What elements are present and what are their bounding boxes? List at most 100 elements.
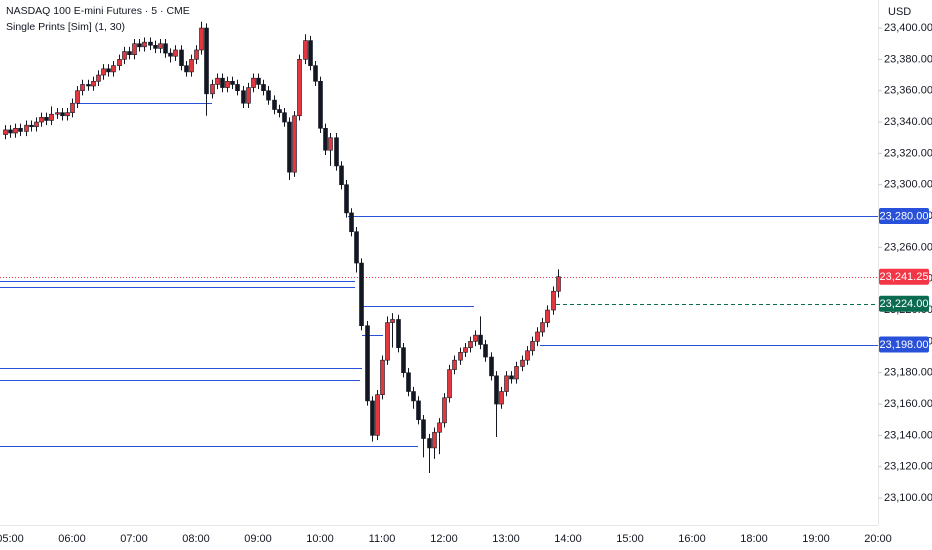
x-tick-label: 19:00 [802, 533, 830, 545]
candle-body [328, 137, 333, 151]
candle-body [65, 112, 70, 117]
candle-body [282, 112, 287, 123]
x-tick-label: 15:00 [616, 533, 644, 545]
candle-body [39, 117, 44, 123]
candle-body [499, 391, 504, 405]
candle-body [530, 341, 535, 352]
y-tick-label: 23,260.00 [884, 241, 932, 253]
candle-body [406, 372, 411, 392]
candle-body [251, 77, 256, 88]
candle-body [447, 369, 452, 399]
candle-body [3, 129, 8, 135]
y-tick-label: 23,120.00 [884, 461, 932, 473]
candle-body [396, 319, 401, 348]
price-badge [879, 208, 929, 225]
candle-body [189, 59, 194, 73]
candle-body [463, 347, 468, 353]
candle-body [132, 43, 137, 55]
x-tick-label: 05:00 [0, 533, 24, 545]
candle-body [323, 128, 328, 151]
candle-body [442, 397, 447, 424]
x-tick-label: 14:00 [554, 533, 582, 545]
candle-body [473, 334, 478, 342]
candle-body [318, 81, 323, 129]
candle-body [266, 90, 271, 101]
x-tick-label: 08:00 [182, 533, 210, 545]
candle-body [359, 262, 364, 327]
candle-body [545, 309, 550, 323]
candle-body [173, 49, 178, 57]
candle-body [29, 124, 34, 128]
candle-body [117, 59, 122, 66]
candle-body [509, 375, 514, 380]
candle-body [179, 49, 184, 66]
candle-body [184, 65, 189, 73]
candle-body [199, 27, 204, 51]
candle-body [349, 212, 354, 233]
candle-body [354, 231, 359, 264]
candle-body [148, 41, 153, 46]
candle-body [437, 422, 442, 433]
candle-body [525, 350, 530, 361]
price-badge [879, 268, 929, 285]
candle-body [313, 65, 318, 82]
candle-body [70, 102, 75, 113]
candle-body [80, 84, 85, 92]
candle-body [432, 431, 437, 449]
candle-body [111, 65, 116, 73]
candle-body [380, 359, 385, 395]
candle-body [194, 49, 199, 60]
candle-body [483, 344, 488, 358]
candle-body [504, 375, 509, 392]
price-badge-label: 23,241.25 [880, 271, 929, 283]
candle-body [24, 124, 29, 132]
y-tick-label: 23,300.00 [884, 179, 932, 191]
candle-body [13, 128, 18, 134]
candle-body [535, 331, 540, 342]
candle-body [96, 74, 101, 82]
candle-body [390, 319, 395, 323]
candle-body [385, 322, 390, 361]
candle-body [86, 84, 91, 87]
currency-label: USD [888, 6, 911, 18]
candle-body [168, 52, 173, 57]
candle-body [494, 375, 499, 405]
candle-body [375, 394, 380, 436]
y-tick-label: 23,100.00 [884, 492, 932, 504]
candle-body [514, 366, 519, 380]
indicator-title: Single Prints [Sim] (1, 30) [6, 21, 125, 33]
candle-body [75, 90, 80, 104]
candle-body [256, 77, 261, 85]
candle-body [458, 352, 463, 361]
candle-body [365, 325, 370, 402]
candle-body [230, 81, 235, 85]
candle-body [520, 359, 525, 367]
x-tick-label: 10:00 [306, 533, 334, 545]
candle-body [34, 121, 39, 128]
y-tick-label: 23,140.00 [884, 429, 932, 441]
x-tick-label: 16:00 [678, 533, 706, 545]
x-tick-label: 09:00 [244, 533, 272, 545]
candle-body [551, 290, 556, 311]
candle-body [235, 84, 240, 92]
candle-body [127, 51, 132, 55]
candle-body [261, 84, 266, 92]
candle-body [101, 68, 106, 76]
x-tick-label: 20:00 [864, 533, 892, 545]
candle-body [339, 165, 344, 186]
x-tick-label: 12:00 [430, 533, 458, 545]
candle-body [297, 59, 302, 117]
candle-body [225, 81, 230, 88]
candle-body [153, 44, 158, 49]
candle-body [18, 128, 23, 132]
candle-body [49, 113, 54, 121]
candle-body [272, 99, 277, 110]
candle-body [556, 276, 561, 292]
candle-body [411, 391, 416, 402]
candle-body [344, 184, 349, 214]
price-badge [879, 295, 929, 312]
candle-body [210, 84, 215, 95]
y-tick-label: 23,320.00 [884, 147, 932, 159]
